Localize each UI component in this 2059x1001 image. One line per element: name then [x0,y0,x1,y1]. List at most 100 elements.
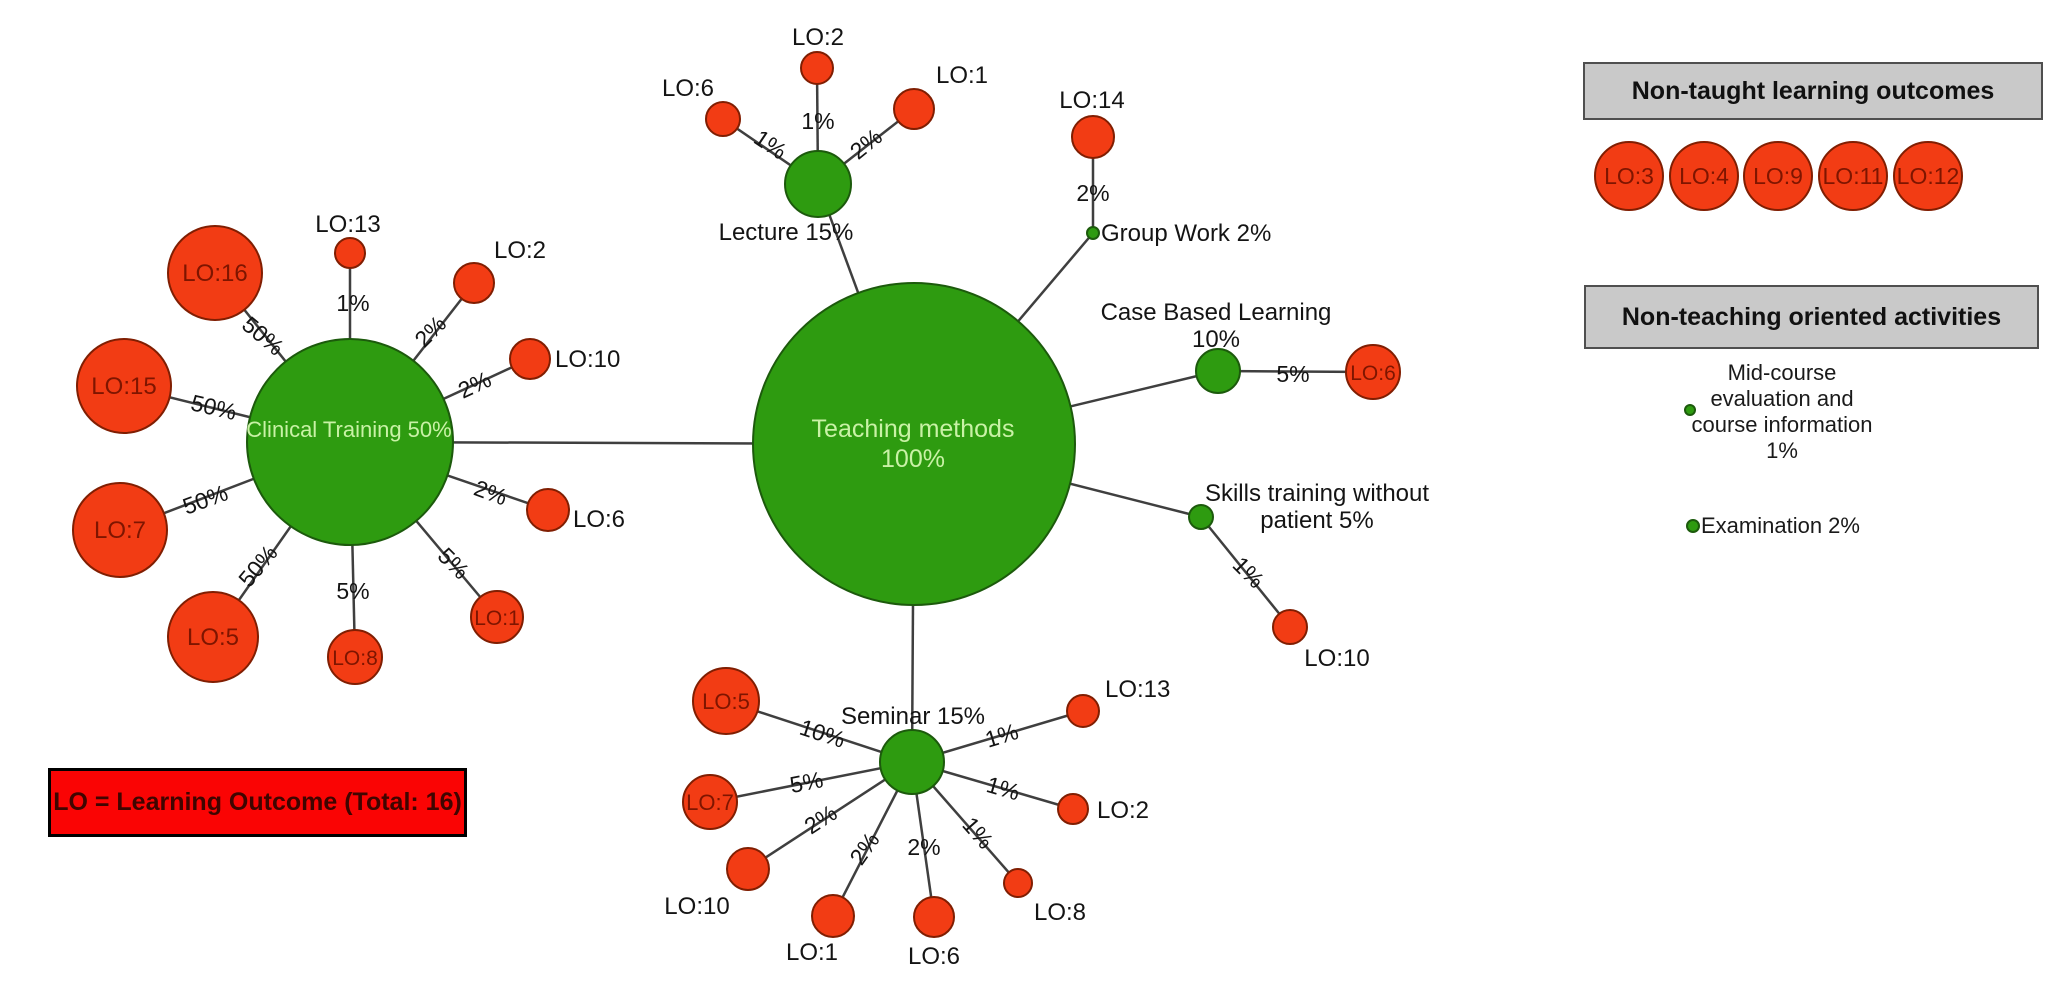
edge-seminar--s-lo7 [709,760,913,804]
edge-label-lecture--l-lo6: 1% [749,124,791,164]
node-l-lo2 [800,51,834,85]
node-l-lo6 [705,101,741,137]
node-label-s-lo6: LO:6 [908,943,960,970]
legend-non-taught-title: Non-taught learning outcomes [1631,76,1995,105]
node-c-lo5 [167,591,259,683]
edge-label-clinical-training--c-lo13: 1% [336,290,369,316]
node-label-s-lo13: LO:13 [1105,676,1170,703]
node-label-l-lo1: LO:1 [936,62,988,89]
node-label-group-work: Group Work 2% [1101,220,1271,247]
node-label-sk-lo10: LO:10 [1304,645,1369,672]
lo-note-box: LO = Learning Outcome (Total: 16) [48,768,467,837]
node-c-lo7 [72,482,168,578]
node-lecture [784,150,852,218]
node-label-c-lo2: LO:2 [494,237,546,264]
node-c-lo6 [526,488,570,532]
node-label-l-lo6: LO:6 [662,75,714,102]
node-label-clinical-training: Clinical Training 50% [246,417,451,442]
node-clinical-training [246,338,454,546]
node-case-based-learning [1195,348,1241,394]
node-s-lo5 [692,667,760,735]
node-label-case-based-learning: 10% [1192,326,1240,353]
node-leg-dot-exam [1686,519,1700,533]
node-label-c-lo16: LO:16 [182,260,247,287]
edge-label-clinical-training--c-lo15: 50% [188,389,239,425]
node-label-skills-training: Skills training without [1205,480,1429,507]
node-label-c-lo8: LO:8 [332,647,378,670]
node-label-s-lo10: LO:10 [664,893,729,920]
node-group-work [1086,226,1100,240]
node-label-c-lo13: LO:13 [315,211,380,238]
node-l-lo1 [893,88,935,130]
node-label-cb-lo6: LO:6 [1350,362,1396,385]
node-c-lo15 [76,338,172,434]
edge-label-seminar--s-lo8: 1% [957,812,998,854]
node-s-lo8 [1003,868,1033,898]
edge-label-clinical-training--c-lo8: 5% [336,578,369,604]
edge-label-seminar--s-lo10: 2% [800,799,842,839]
node-teaching-methods [752,282,1076,606]
node-label-c-lo5: LO:5 [187,624,239,651]
node-label-l-lo2: LO:2 [792,24,844,51]
legend-item-examination: Examination 2% [1701,513,1860,538]
node-c-lo10 [509,338,551,380]
node-s-lo10 [726,847,770,891]
edge-label-clinical-training--c-lo10: 2% [454,366,495,404]
node-c-lo16 [167,225,263,321]
node-c-lo8 [327,629,383,685]
nodes-layer [72,51,1963,938]
node-s-lo6 [913,896,955,938]
node-label-teaching-methods: 100% [881,445,945,473]
node-leg-lo9 [1743,141,1813,211]
edge-label-clinical-training--c-lo2: 2% [409,310,451,352]
edge-label-seminar--s-lo6: 2% [907,834,940,860]
node-c-lo13 [334,237,366,269]
node-label-s-lo1: LO:1 [786,939,838,966]
node-label-c-lo6: LO:6 [573,506,625,533]
node-label-g-lo14: LO:14 [1059,87,1124,114]
node-label-teaching-methods: Teaching methods [812,415,1015,443]
node-cb-lo6 [1345,344,1401,400]
node-label-c-lo1: LO:1 [474,607,520,630]
node-label-skills-training: patient 5% [1260,507,1373,534]
edge-label-seminar--s-lo7: 5% [788,766,826,798]
edge-label-lecture--l-lo2: 1% [801,108,834,134]
legend-non-teaching-title: Non-teaching oriented activities [1621,302,2002,331]
node-label-case-based-learning: Case Based Learning [1101,299,1332,326]
edge-skills-training--sk-lo10 [1200,516,1291,628]
edge-label-seminar--s-lo1: 2% [844,827,884,869]
edge-label-seminar--s-lo13: 1% [982,718,1021,753]
node-label-leg-lo12: LO:12 [1897,163,1960,189]
node-leg-lo4 [1669,141,1739,211]
node-s-lo1 [811,894,855,938]
node-leg-lo12 [1893,141,1963,211]
node-label-s-lo7: LO:7 [686,790,734,815]
node-c-lo1 [470,590,524,644]
node-skills-training [1188,504,1214,530]
node-sk-lo10 [1272,609,1308,645]
edge-label-clinical-training--c-lo16: 50% [237,311,289,361]
edge-label-clinical-training--c-lo7: 50% [179,479,231,519]
node-label-s-lo2: LO:2 [1097,797,1149,824]
legend-non-teaching-header: Non-teaching oriented activities [1584,285,2039,349]
node-s-lo13 [1066,694,1100,728]
legend-item-midcourse: Mid-course evaluation and course informa… [1691,360,1873,463]
node-s-lo7 [682,774,738,830]
node-leg-dot-midcourse [1684,404,1696,416]
node-g-lo14 [1071,115,1115,159]
lo-note-text: LO = Learning Outcome (Total: 16) [53,788,462,816]
node-s-lo2 [1057,793,1089,825]
node-label-leg-lo9: LO:9 [1753,163,1803,189]
node-label-leg-lo11: LO:11 [1823,163,1884,189]
node-label-s-lo5: LO:5 [702,689,750,714]
legend-non-taught-header: Non-taught learning outcomes [1583,62,2043,120]
node-c-lo2 [453,262,495,304]
node-seminar [879,729,945,795]
node-label-leg-lo4: LO:4 [1679,163,1729,189]
node-leg-lo3 [1594,141,1664,211]
node-label-lecture: Lecture 15% [719,219,854,246]
node-label-s-lo8: LO:8 [1034,899,1086,926]
